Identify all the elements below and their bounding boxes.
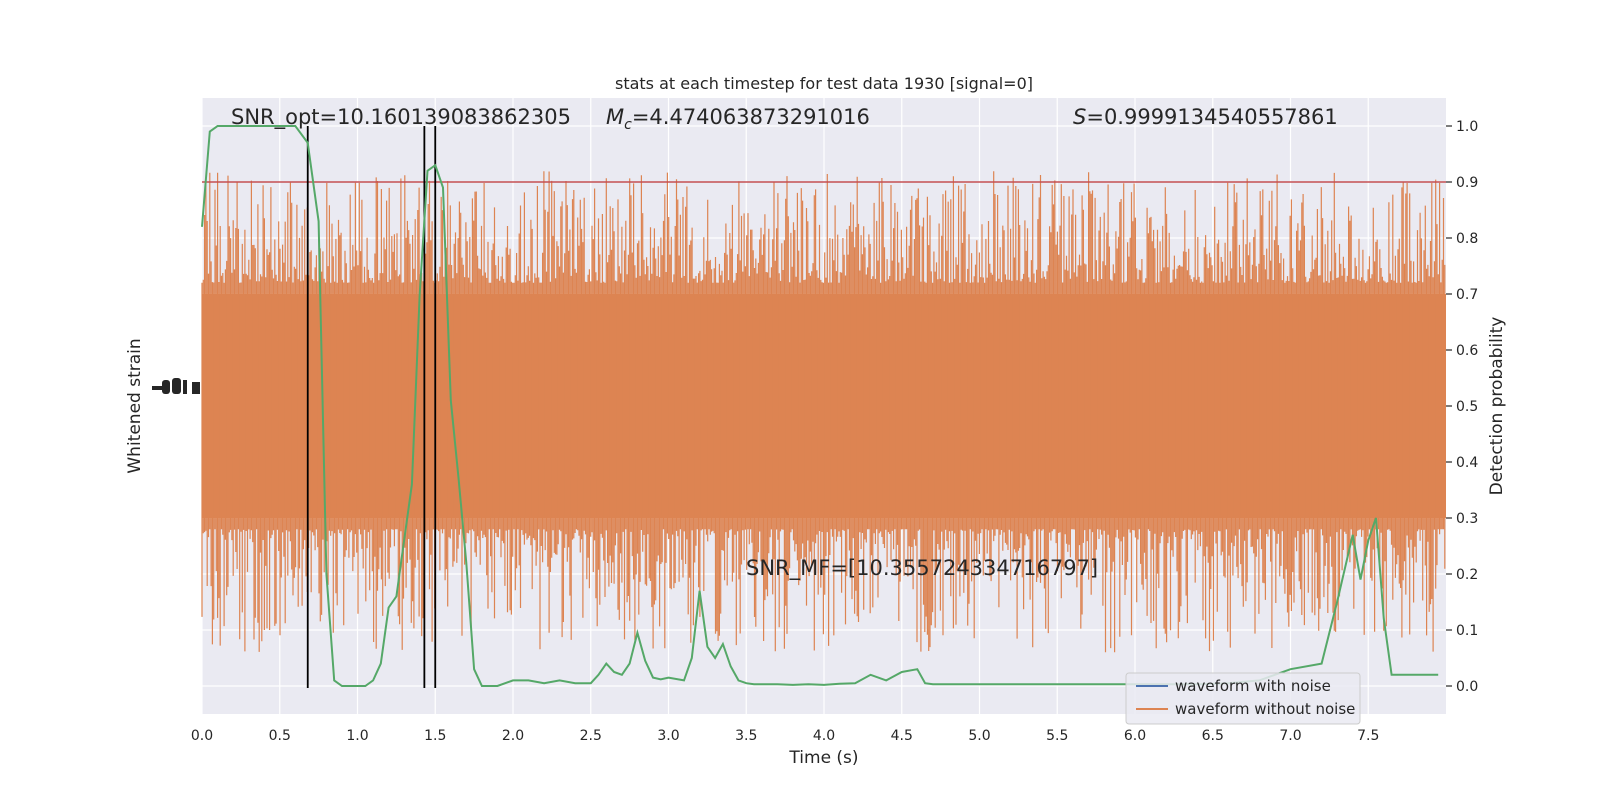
strain-series bbox=[201, 171, 1446, 653]
strain-series-path bbox=[201, 171, 1446, 653]
x-tick-label: 4.5 bbox=[891, 728, 913, 744]
chart-title: stats at each timestep for test data 193… bbox=[615, 74, 1033, 93]
y-tick-label: 0.0 bbox=[1456, 679, 1478, 695]
y-tick-label: 0.4 bbox=[1456, 455, 1478, 471]
x-tick-label: 1.0 bbox=[346, 728, 368, 744]
legend-box bbox=[1125, 672, 1361, 725]
y-tick-label: 0.8 bbox=[1456, 231, 1478, 247]
x-axis-label: Time (s) bbox=[788, 748, 858, 768]
legend-label-without-noise: waveform without noise bbox=[1175, 700, 1355, 718]
x-tick-label: 3.5 bbox=[735, 728, 757, 744]
x-tick-label: 6.0 bbox=[1124, 728, 1146, 744]
x-tick-label: 0.5 bbox=[269, 728, 291, 744]
x-tick-label: 2.0 bbox=[502, 728, 524, 744]
x-tick-label: 4.0 bbox=[813, 728, 835, 744]
threshold-lines bbox=[202, 126, 1446, 688]
x-tick-label: 0.0 bbox=[191, 728, 213, 744]
left-axis-collapsed-ticks bbox=[152, 378, 200, 394]
y-axis-label-right: Detection probability bbox=[1487, 317, 1507, 496]
legend-label-with-noise: waveform with noise bbox=[1175, 677, 1331, 695]
s-annotation: S=0.9999134540557861 bbox=[1073, 105, 1338, 129]
legend: waveform with noise waveform without noi… bbox=[1125, 672, 1361, 725]
y-tick-label: 1.0 bbox=[1456, 119, 1478, 135]
x-tick-label: 7.0 bbox=[1279, 728, 1301, 744]
x-tick-label: 1.5 bbox=[424, 728, 446, 744]
x-tick-label: 6.5 bbox=[1202, 728, 1224, 744]
y-tick-label: 0.3 bbox=[1456, 511, 1478, 527]
y-axis-label-left: Whitened strain bbox=[125, 338, 145, 473]
snr-opt-annotation: SNR_opt=10.160139083862305 bbox=[231, 105, 571, 130]
y-tick-label: 0.1 bbox=[1456, 623, 1478, 639]
y-tick-label: 0.2 bbox=[1456, 567, 1478, 583]
y-tick-label: 0.5 bbox=[1456, 399, 1478, 415]
snr-mf-annotation: SNR_MF=[10.355724334716797] bbox=[746, 556, 1098, 581]
x-tick-label: 3.0 bbox=[657, 728, 679, 744]
x-tick-label: 5.0 bbox=[968, 728, 990, 744]
x-tick-labels: 0.0 0.5 1.0 1.5 2.0 2.5 3.0 3.5 4.0 4.5 5.0 5.5 6.0 6… bbox=[191, 728, 1380, 744]
y-tick-label: 0.9 bbox=[1456, 175, 1478, 191]
x-tick-label: 2.5 bbox=[580, 728, 602, 744]
y-tick-label: 0.7 bbox=[1456, 287, 1478, 303]
y-tick-labels-right: 0.0 0.1 0.2 0.3 0.4 0.5 0.6 0.7 0.8 0.9 1.0 bbox=[1446, 119, 1478, 695]
x-tick-label: 7.5 bbox=[1357, 728, 1379, 744]
x-tick-label: 5.5 bbox=[1046, 728, 1068, 744]
chirp-mass-annotation: Mc=4.474063873291016 bbox=[606, 105, 870, 133]
y-tick-label: 0.6 bbox=[1456, 343, 1478, 359]
